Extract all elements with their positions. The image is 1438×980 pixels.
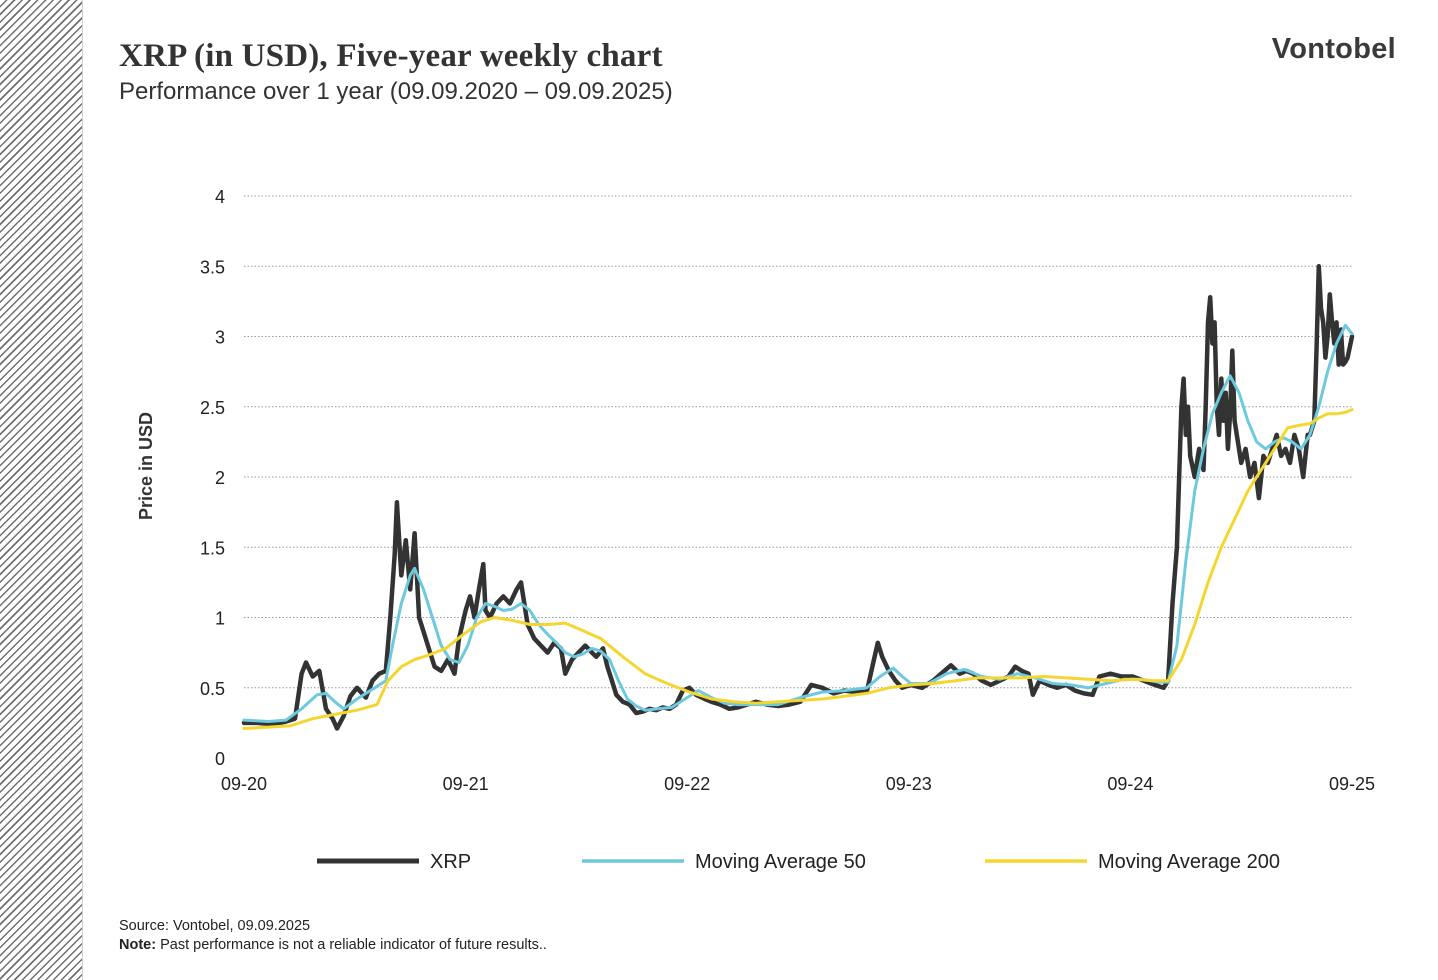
y-axis-ticks: 0 0.5 1 1.5 2 2.5 3 3.5 4 bbox=[200, 187, 225, 769]
series-ma50-line bbox=[242, 323, 1354, 723]
y-tick-label: 3 bbox=[215, 328, 225, 348]
x-tick-label: 09-24 bbox=[1107, 774, 1153, 794]
series-layer bbox=[241, 264, 1355, 731]
disclaimer-note: Note: Past performance is not a reliable… bbox=[119, 937, 547, 953]
chart-subtitle: Performance over 1 year (09.09.2020 – 09… bbox=[119, 78, 673, 105]
price-chart: 00.511.522.533.54 09-20 09-21 09-22 09-23 09… bbox=[136, 187, 1375, 873]
chart-title: XRP (in USD), Five-year weekly chart bbox=[119, 38, 663, 74]
legend: XRP Moving Average 50 Moving Average 200 bbox=[317, 851, 1280, 873]
y-tick-label: 2 bbox=[215, 468, 225, 488]
note-text: Past performance is not a reliable indic… bbox=[156, 937, 547, 953]
vontobel-logo: Vontobel bbox=[1271, 33, 1396, 65]
series-ma200-line bbox=[242, 408, 1354, 730]
x-tick-label: 09-22 bbox=[664, 774, 710, 794]
y-tick-label: 0.5 bbox=[200, 679, 225, 699]
legend-ma50-label: Moving Average 50 bbox=[695, 851, 866, 873]
y-tick-label: 0 bbox=[215, 749, 225, 769]
grid-layer bbox=[244, 195, 1352, 689]
y-tick-label: 3.5 bbox=[200, 257, 225, 277]
y-tick-label: 1.5 bbox=[200, 538, 225, 558]
legend-ma200-label: Moving Average 200 bbox=[1098, 851, 1280, 873]
decorative-hatch-band bbox=[0, 0, 83, 980]
y-axis-label: Price in USD bbox=[136, 412, 156, 520]
y-tick-label: 1 bbox=[215, 609, 225, 629]
x-axis-ticks: 09-20 09-21 09-22 09-23 09-24 09-25 bbox=[221, 774, 1375, 794]
x-tick-label: 09-25 bbox=[1329, 774, 1375, 794]
x-tick-label: 09-23 bbox=[886, 774, 932, 794]
series-xrp-line bbox=[241, 264, 1355, 731]
y-tick-label: 2.5 bbox=[200, 398, 225, 418]
x-tick-label: 09-21 bbox=[443, 774, 489, 794]
source-note: Source: Vontobel, 09.09.2025 bbox=[119, 918, 311, 934]
y-tick-label: 4 bbox=[215, 187, 225, 207]
x-tick-label: 09-20 bbox=[221, 774, 267, 794]
legend-xrp-label: XRP bbox=[430, 851, 471, 873]
note-label: Note: bbox=[119, 937, 157, 953]
